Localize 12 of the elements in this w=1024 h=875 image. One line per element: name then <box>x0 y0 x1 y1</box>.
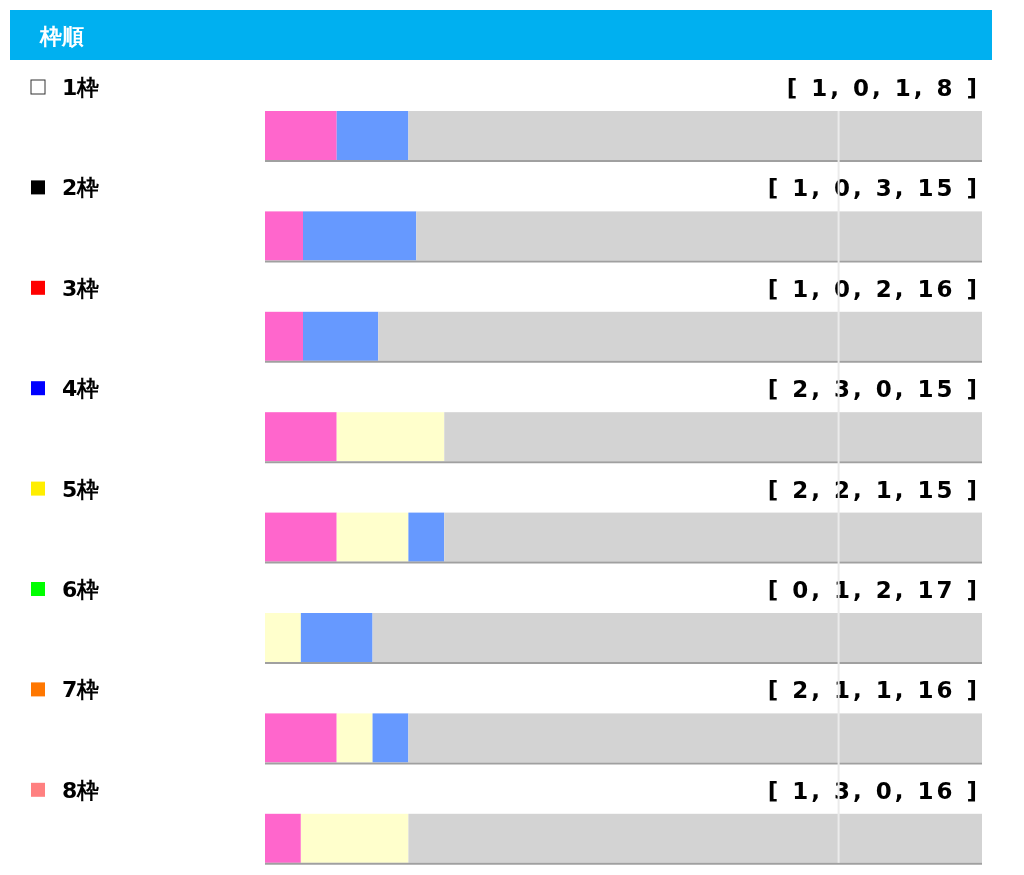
annotation: [ 2, 1, 1, 16 ] <box>767 677 980 704</box>
y-tick-label: 7枠 <box>62 677 100 703</box>
y-tick-label: 8枠 <box>62 777 100 803</box>
y-tick-label: 3枠 <box>62 275 100 301</box>
y-tick-label: 1枠 <box>62 75 100 100</box>
y-tick-label: 2枠 <box>62 175 100 201</box>
y-tick-label: 5枠 <box>62 476 100 502</box>
text: [ 1, 0, 1, 8 ] <box>786 75 980 101</box>
y-tick-label: 4枠 <box>62 376 100 402</box>
annotation: [ 0, 1, 2, 17 ] <box>767 577 980 603</box>
text: 枠順 <box>39 24 84 49</box>
y-tick-label: 6枠 <box>62 577 100 602</box>
